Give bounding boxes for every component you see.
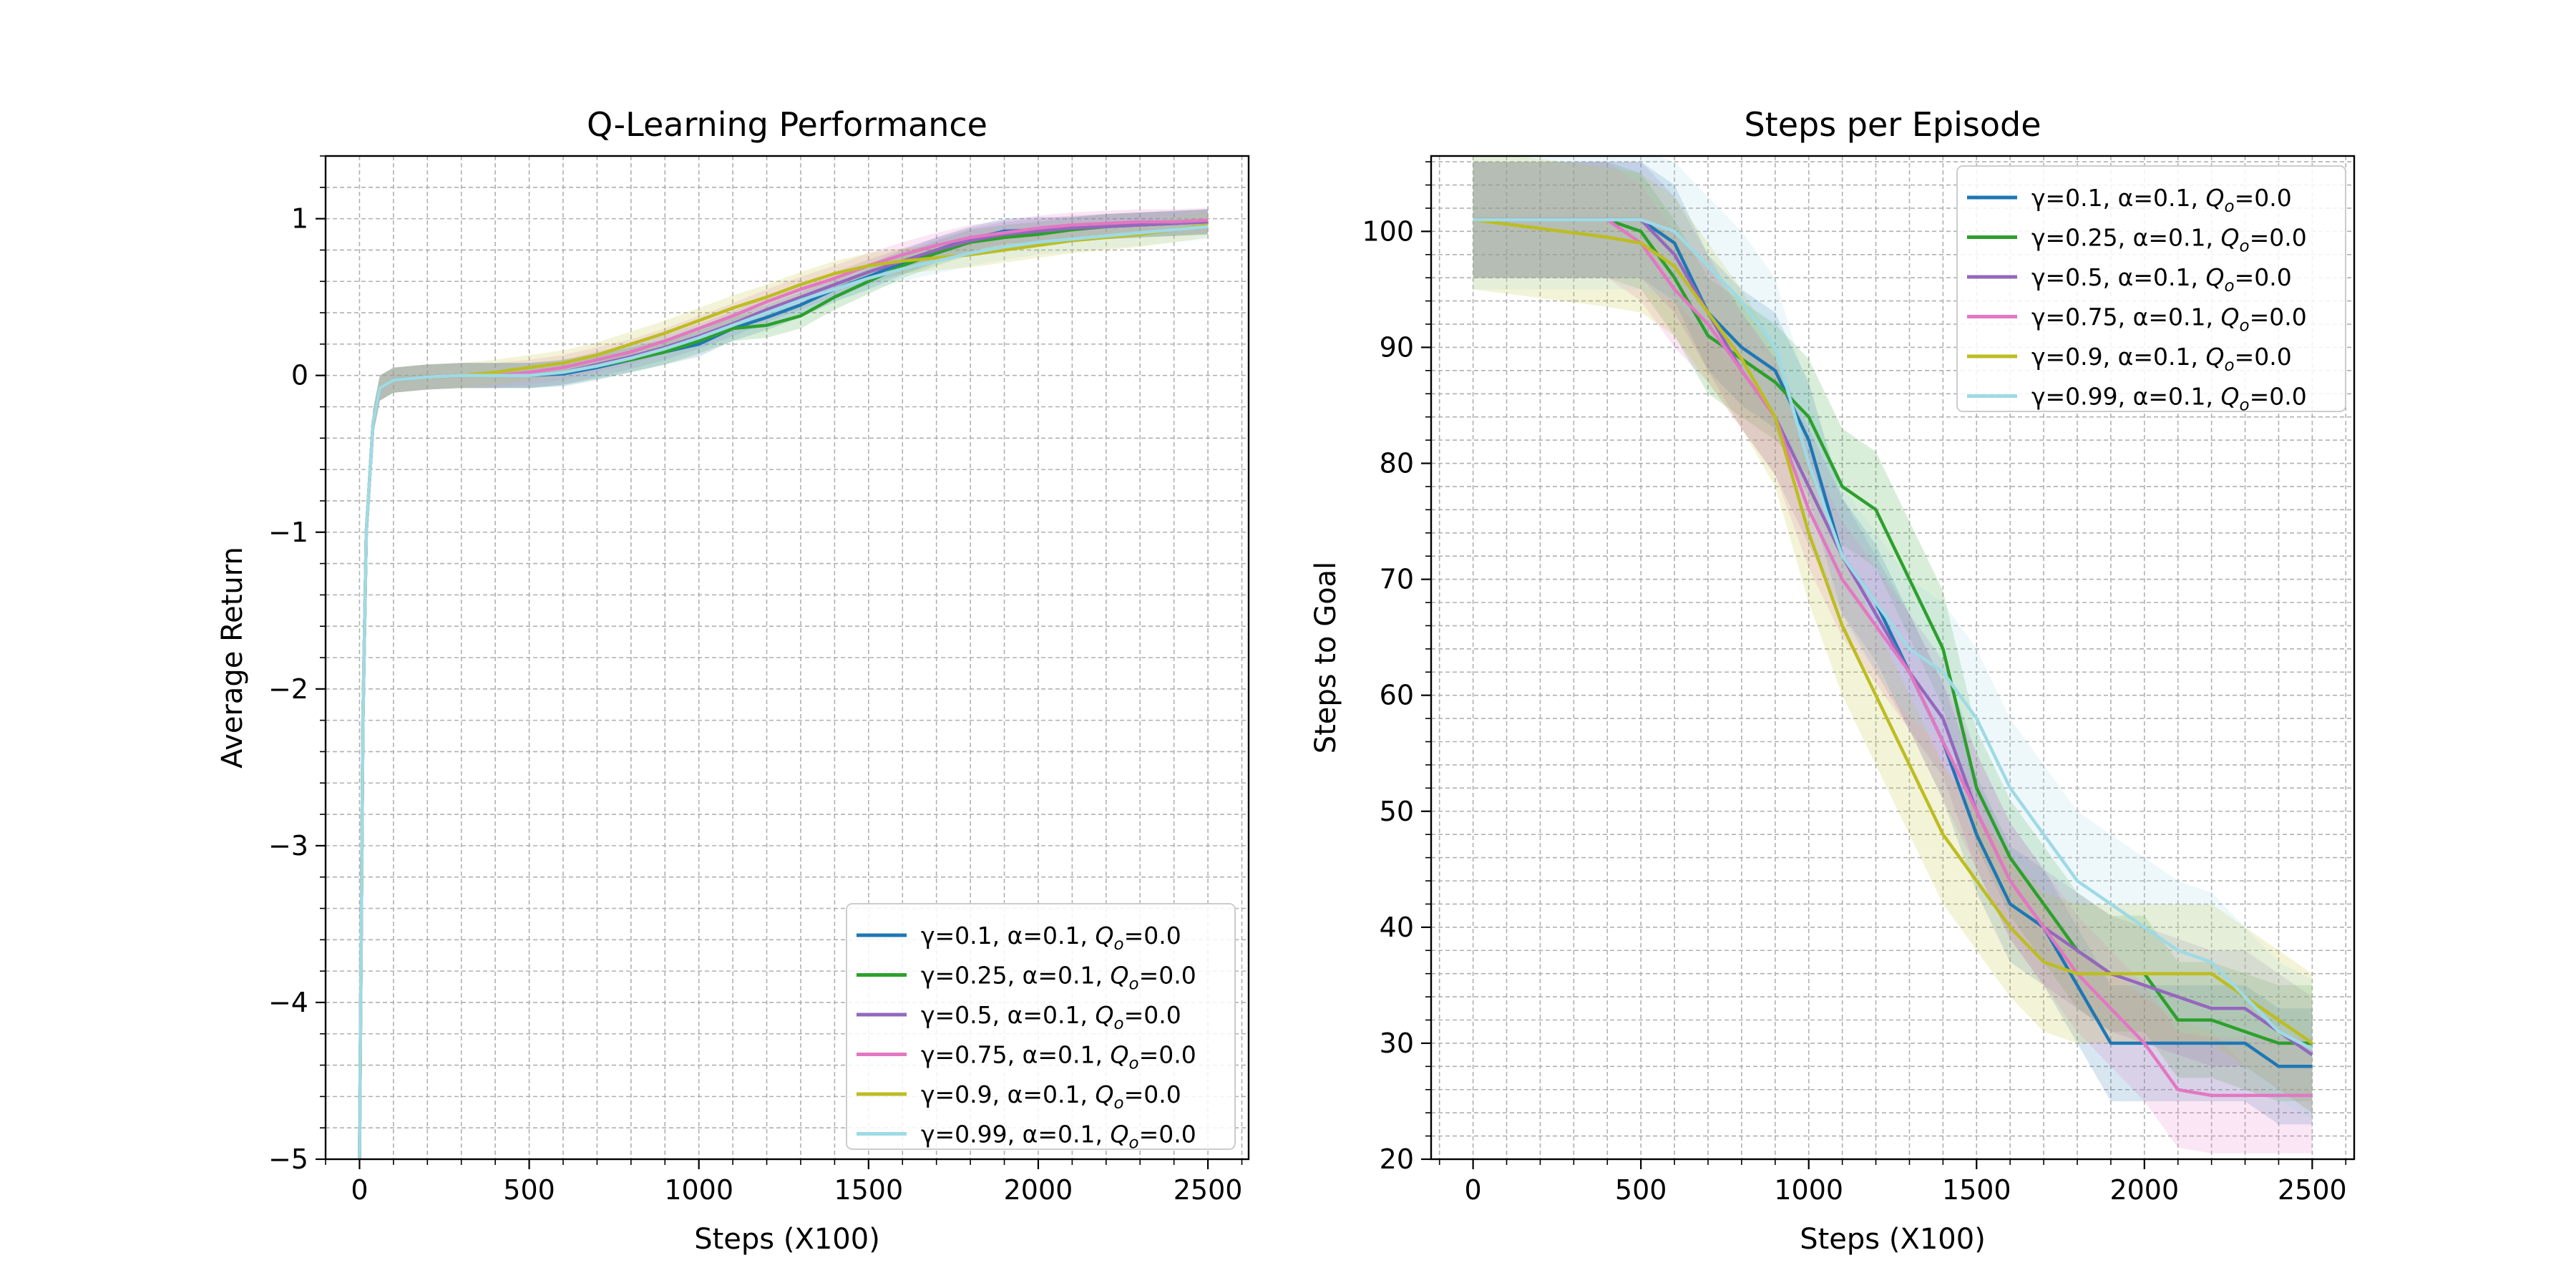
axis-ticks: 0 500 1000 1500 2000 2500 20 30 40 50 60 70 80 90 100 <box>1362 161 2347 1206</box>
y-tick-label: 40 <box>1380 912 1414 943</box>
series-line-0-25-0-1-q-o-0-0 <box>1473 218 2313 1045</box>
series-line-0-9-0-1-q-o-0-0 <box>1473 218 2313 1045</box>
legend-entry-label: γ=0.1, α=0.1, Qo=0.0 <box>921 922 1181 954</box>
series-lines <box>1473 218 2313 1098</box>
chart-q-learning-performance: Q-Learning Performance 0 500 1000 1500 2000 2… <box>216 105 1250 1256</box>
x-tick-label: 0 <box>351 1174 368 1206</box>
y-axis-label: Steps to Goal <box>1309 562 1342 754</box>
legend-entry-label: γ=0.75, α=0.1, Qo=0.0 <box>921 1041 1196 1073</box>
legend-entry-label: γ=0.9, α=0.1, Qo=0.0 <box>2031 343 2292 375</box>
y-tick-label: 50 <box>1380 796 1414 827</box>
axis-ticks: 0 500 1000 1500 2000 2500 −5 −4 −3 −2 −1 0 1 <box>268 155 1243 1206</box>
legend-entry-label: γ=0.5, α=0.1, Qo=0.0 <box>921 1001 1181 1033</box>
legend-box <box>846 903 1236 1150</box>
legend-entry-label: γ=0.9, α=0.1, Qo=0.0 <box>921 1080 1181 1113</box>
series-line-0-99-0-1-q-o-0-0 <box>358 225 1209 1159</box>
x-tick-label: 500 <box>503 1174 555 1206</box>
legend: γ=0.1, α=0.1, Qo=0.0 γ=0.25, α=0.1, Qo=0.… <box>846 903 1236 1153</box>
x-axis-label: Steps (X100) <box>694 1223 880 1256</box>
x-tick-label: 2000 <box>2109 1174 2179 1206</box>
y-tick-label: 100 <box>1362 215 1414 247</box>
legend-entry-label: γ=0.5, α=0.1, Qo=0.0 <box>2031 263 2292 296</box>
series-line-0-75-0-1-q-o-0-0 <box>1473 218 2313 1098</box>
x-tick-label: 0 <box>1465 1174 1482 1206</box>
x-tick-label: 500 <box>1615 1174 1667 1206</box>
series-line-0-99-0-1-q-o-0-0 <box>1473 218 2313 1050</box>
chart-title: Q-Learning Performance <box>587 105 987 144</box>
legend-entry-label: γ=0.99, α=0.1, Qo=0.0 <box>921 1121 1196 1153</box>
y-tick-label: 90 <box>1380 331 1414 363</box>
legend-entry-label: γ=0.25, α=0.1, Qo=0.0 <box>921 962 1196 994</box>
grid <box>325 155 1249 1160</box>
y-tick-label: 70 <box>1380 564 1414 595</box>
y-tick-label: −2 <box>268 673 308 705</box>
y-tick-label: 1 <box>291 203 308 235</box>
x-axis-label: Steps (X100) <box>1800 1223 1986 1256</box>
legend-entry-label: γ=0.99, α=0.1, Qo=0.0 <box>2031 383 2307 415</box>
y-tick-label: 0 <box>291 360 308 391</box>
x-tick-label: 2500 <box>1174 1174 1243 1206</box>
y-tick-label: 30 <box>1380 1028 1414 1059</box>
legend: γ=0.1, α=0.1, Qo=0.0 γ=0.25, α=0.1, Qo=0.… <box>1956 165 2346 415</box>
x-tick-label: 1500 <box>1942 1174 2011 1206</box>
y-axis-label: Average Return <box>216 547 249 769</box>
band-0-9-0-1-q-o-0-0 <box>1473 156 2313 1113</box>
legend-entry-label: γ=0.1, α=0.1, Qo=0.0 <box>2031 184 2292 216</box>
plot-frame <box>1430 155 2356 1161</box>
chart-title: Steps per Episode <box>1744 105 2041 144</box>
x-tick-label: 1500 <box>834 1174 903 1206</box>
y-tick-label: −1 <box>268 517 308 548</box>
y-tick-label: 60 <box>1380 680 1414 711</box>
x-tick-label: 1000 <box>664 1174 733 1206</box>
x-tick-label: 1000 <box>1774 1174 1843 1206</box>
legend-entry-label: γ=0.75, α=0.1, Qo=0.0 <box>2031 303 2307 336</box>
y-tick-label: −4 <box>268 987 308 1018</box>
y-tick-label: −3 <box>268 830 308 862</box>
legend-entry-label: γ=0.25, α=0.1, Qo=0.0 <box>2031 224 2307 256</box>
chart-steps-per-episode: Steps per Episode 0 500 1000 1500 2000 2500 20… <box>1309 105 2356 1256</box>
legend-box <box>1956 165 2346 412</box>
series-lines <box>358 218 1209 1159</box>
y-tick-label: 20 <box>1380 1143 1414 1175</box>
series-line-0-5-0-1-q-o-0-0 <box>1473 218 2313 1056</box>
y-tick-label: −5 <box>268 1143 308 1175</box>
y-tick-label: 80 <box>1380 448 1414 479</box>
band-0-75-0-1-q-o-0-0 <box>1473 162 2313 1153</box>
x-tick-label: 2000 <box>1004 1174 1073 1206</box>
x-tick-label: 2500 <box>2278 1174 2347 1206</box>
